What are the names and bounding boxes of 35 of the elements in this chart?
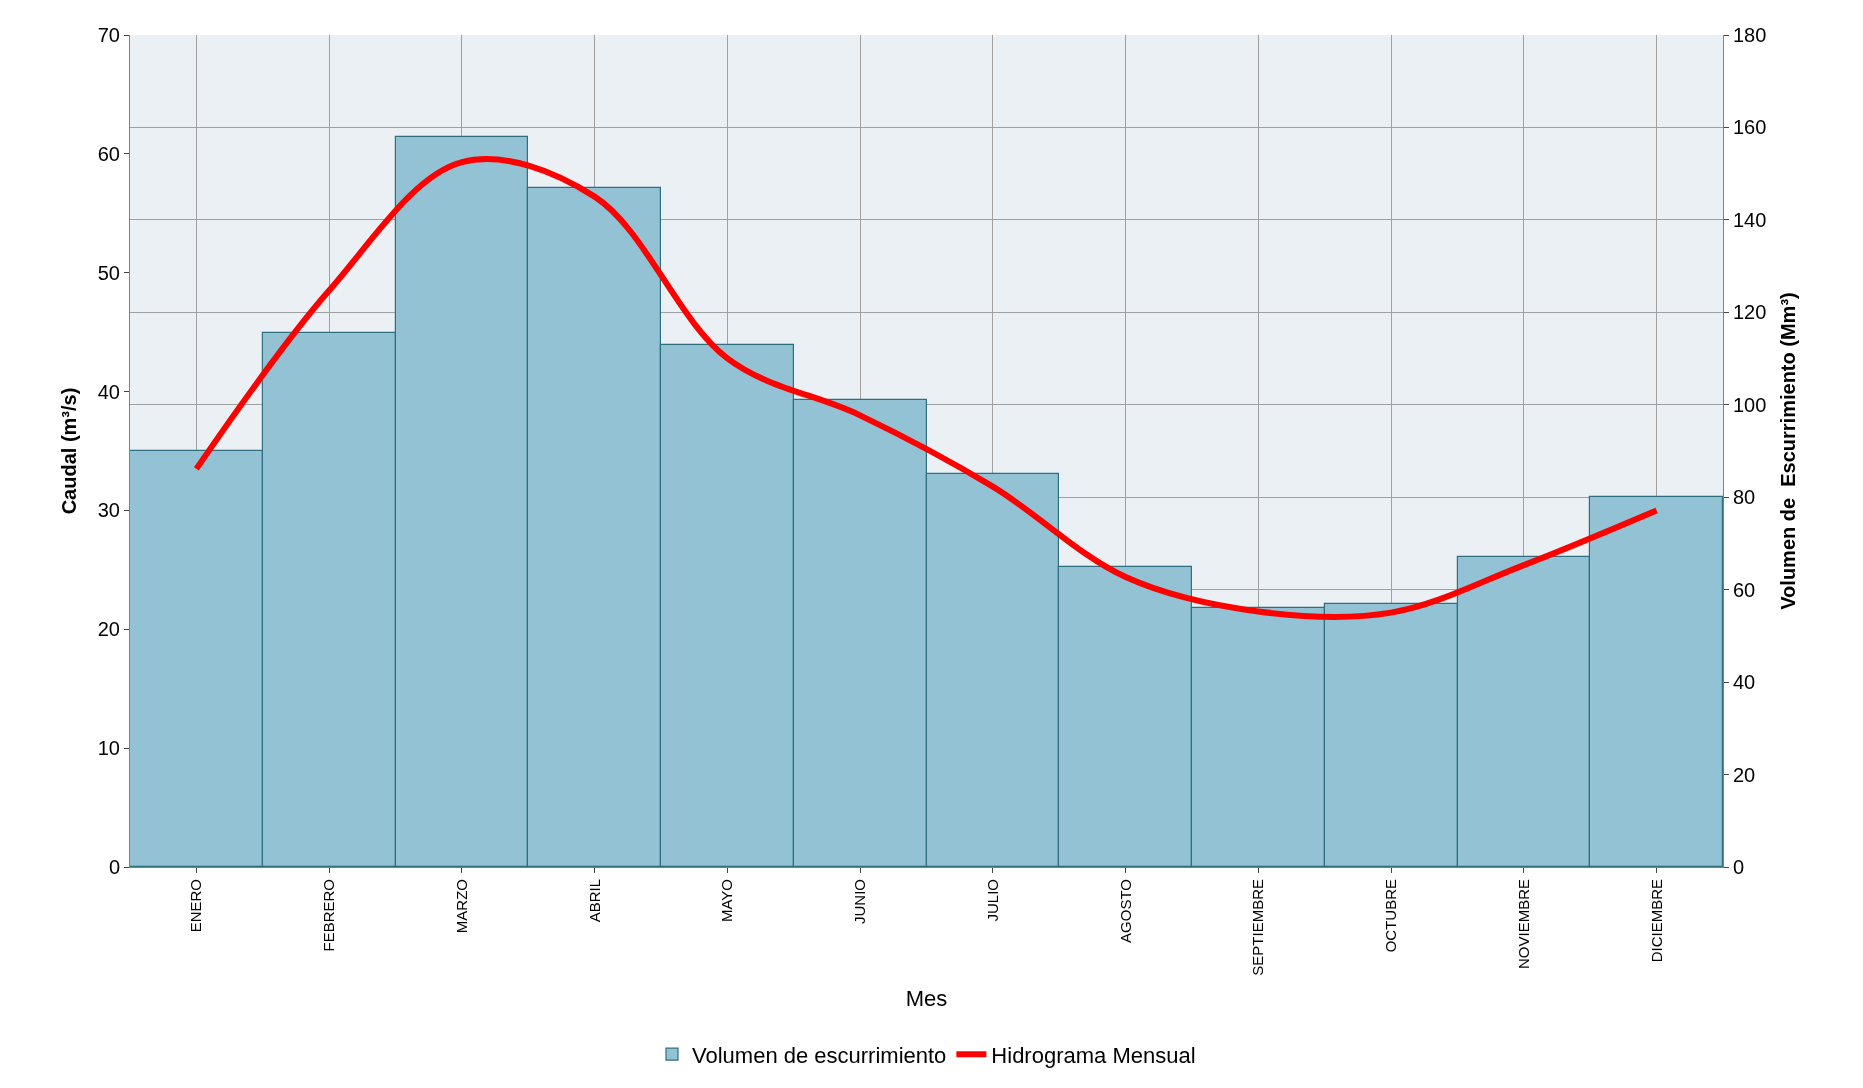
x-tick-label: MARZO <box>452 879 470 934</box>
x-tick-label: MAYO <box>718 879 736 923</box>
x-tick-label: SEPTIEMBRE <box>1249 879 1267 976</box>
x-axis-title: Mes <box>905 985 948 1011</box>
y-axis-title: Caudal (m³/s) <box>58 387 81 515</box>
y2-axis-title: Volumen de Escurrimiento (Mm³) <box>1776 292 1799 610</box>
x-tick-label: OCTUBRE <box>1382 879 1400 953</box>
y2-tick-label: 20 <box>1733 763 1756 786</box>
x-tick-label: AGOSTO <box>1116 879 1134 943</box>
x-tick-label: DICIEMBRE <box>1647 879 1665 963</box>
y-tick-label: 0 <box>108 856 120 878</box>
y2-tick-label: 120 <box>1733 301 1767 324</box>
y-tick-label: 10 <box>97 737 120 760</box>
y2-tick-label: 180 <box>1733 24 1767 46</box>
y-tick-label: 30 <box>97 499 120 522</box>
y2-tick-label: 160 <box>1733 116 1767 139</box>
x-tick-label: ABRIL <box>585 879 603 923</box>
y-tick-label: 20 <box>97 618 120 641</box>
y-tick-label: 60 <box>97 142 120 165</box>
y-tick-label: 40 <box>97 380 120 403</box>
y2-tick-label: 60 <box>1733 578 1756 601</box>
x-tick-label: FEBRERO <box>320 879 338 952</box>
y2-tick-label: 140 <box>1733 208 1767 231</box>
y2-tick-label: 80 <box>1733 486 1756 509</box>
y2-tick-label: 40 <box>1733 671 1756 694</box>
x-tick-label: NOVIEMBRE <box>1514 879 1532 970</box>
legend-label: Hidrograma Mensual <box>991 1042 1196 1068</box>
x-tick-label: JUNIO <box>851 879 869 924</box>
y2-tick-label: 100 <box>1733 393 1767 416</box>
legend-label: Volumen de escurrimiento <box>692 1042 947 1068</box>
y-tick-label: 50 <box>97 261 120 284</box>
y-tick-label: 70 <box>97 24 120 46</box>
x-tick-label: JULIO <box>983 879 1001 922</box>
y2-tick-label: 0 <box>1733 856 1745 878</box>
x-tick-label: ENERO <box>187 879 205 933</box>
